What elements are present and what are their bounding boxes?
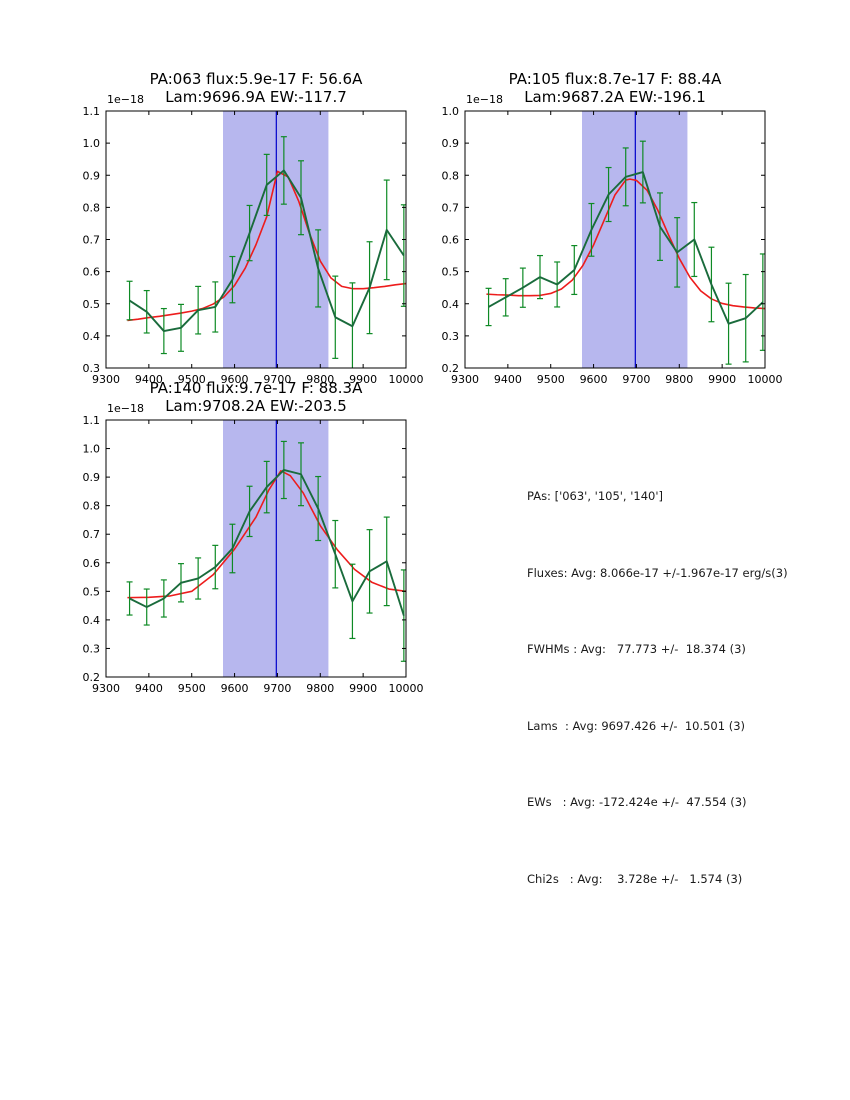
chart-title-line1: PA:063 flux:5.9e-17 F: 56.6A bbox=[150, 70, 363, 88]
y-tick-label: 1.0 bbox=[83, 137, 101, 150]
y-tick-label: 0.7 bbox=[83, 528, 101, 541]
y-offset-label: 1e−18 bbox=[107, 402, 144, 415]
stats-line-pas: PAs: ['063', '105', '140'] bbox=[527, 489, 664, 503]
y-tick-label: 1.0 bbox=[83, 443, 101, 456]
y-tick-label: 0.6 bbox=[83, 266, 101, 279]
y-tick-label: 0.7 bbox=[83, 234, 101, 247]
x-tick-label: 9400 bbox=[135, 682, 163, 695]
chart-title-line2: Lam:9696.9A EW:-117.7 bbox=[165, 88, 347, 106]
stats-line-ews: EWs : Avg: -172.424e +/- 47.554 (3) bbox=[527, 795, 747, 809]
y-tick-label: 0.3 bbox=[442, 330, 460, 343]
y-tick-label: 0.4 bbox=[442, 298, 460, 311]
x-tick-label: 9600 bbox=[221, 373, 249, 386]
x-tick-label: 9900 bbox=[708, 373, 736, 386]
stats-line-fluxes: Fluxes: Avg: 8.066e-17 +/-1.967e-17 erg/… bbox=[527, 565, 788, 580]
x-tick-label: 9700 bbox=[263, 682, 291, 695]
x-tick-label: 10000 bbox=[389, 373, 424, 386]
plot-area bbox=[485, 111, 765, 368]
y-tick-label: 0.6 bbox=[83, 557, 101, 570]
x-tick-label: 9300 bbox=[451, 373, 479, 386]
axes-frame bbox=[105, 419, 407, 678]
x-tick-label: 9400 bbox=[135, 373, 163, 386]
x-tick-label: 10000 bbox=[389, 682, 424, 695]
x-tick-label: 10000 bbox=[748, 373, 783, 386]
chart-title-line2: Lam:9687.2A EW:-196.1 bbox=[524, 88, 706, 106]
x-tick-label: 9500 bbox=[178, 682, 206, 695]
plot-area bbox=[126, 111, 406, 368]
y-tick-label: 0.3 bbox=[83, 362, 101, 375]
fit-curve-line bbox=[486, 178, 765, 310]
stats-line-fwhms: FWHMs : Avg: 77.773 +/- 18.374 (3) bbox=[527, 642, 746, 656]
y-offset-label: 1e−18 bbox=[466, 93, 503, 106]
data-series-line bbox=[129, 469, 405, 616]
x-tick-label: 9300 bbox=[92, 682, 120, 695]
chart-pa140: PA:140 flux:9.7e-17 F: 88.3A Lam:9708.2A… bbox=[83, 379, 424, 695]
x-tick-label: 9700 bbox=[622, 373, 650, 386]
chart-title-line1: PA:140 flux:9.7e-17 F: 88.3A bbox=[150, 379, 363, 397]
plot-group: 9300 9400 9500 9600 9700 9800 9900 10000 0.3 0.4 0… bbox=[83, 105, 424, 386]
x-tick-label: 9800 bbox=[665, 373, 693, 386]
x-tick-label: 9600 bbox=[221, 682, 249, 695]
y-tick-label: 0.7 bbox=[442, 201, 460, 214]
data-series-line bbox=[129, 169, 405, 333]
data-series-line bbox=[488, 171, 764, 325]
x-tick-label: 9800 bbox=[306, 682, 334, 695]
x-tick-label: 9700 bbox=[263, 373, 291, 386]
y-tick-label: 0.4 bbox=[83, 614, 101, 627]
y-tick-label: 0.5 bbox=[83, 585, 101, 598]
chart-pa105: PA:105 flux:8.7e-17 F: 88.4A Lam:9687.2A… bbox=[442, 70, 783, 386]
stats-line-chi2s: Chi2s : Avg: 3.728e +/- 1.574 (3) bbox=[527, 871, 743, 886]
y-tick-label: 0.9 bbox=[83, 471, 101, 484]
x-tick-label: 9500 bbox=[178, 373, 206, 386]
fit-curve-line bbox=[127, 470, 406, 599]
y-tick-label: 0.4 bbox=[83, 330, 101, 343]
x-tick-label: 9600 bbox=[580, 373, 608, 386]
y-tick-label: 0.5 bbox=[83, 298, 101, 311]
stats-line-lams: Lams : Avg: 9697.426 +/- 10.501 (3) bbox=[527, 718, 746, 733]
fit-curve-line bbox=[127, 170, 406, 322]
x-tick-label: 9400 bbox=[494, 373, 522, 386]
x-tick-label: 9900 bbox=[349, 682, 377, 695]
x-tick-label: 9500 bbox=[537, 373, 565, 386]
y-tick-label: 1.1 bbox=[83, 414, 101, 427]
plot-group: 9300 9400 9500 9600 9700 9800 9900 10000 0.2 0.3 0… bbox=[83, 414, 424, 695]
y-tick-label: 0.2 bbox=[442, 362, 460, 375]
x-tick-label: 9900 bbox=[349, 373, 377, 386]
chart-pa063: PA:063 flux:5.9e-17 F: 56.6A Lam:9696.9A… bbox=[83, 70, 424, 386]
y-tick-label: 1.0 bbox=[442, 105, 460, 118]
x-tick-label: 9800 bbox=[306, 373, 334, 386]
y-offset-label: 1e−18 bbox=[107, 93, 144, 106]
y-tick-label: 0.8 bbox=[83, 500, 101, 513]
y-tick-label: 0.9 bbox=[83, 169, 101, 182]
y-tick-label: 0.9 bbox=[442, 137, 460, 150]
y-tick-label: 0.8 bbox=[442, 169, 460, 182]
chart-title-line2: Lam:9708.2A EW:-203.5 bbox=[165, 397, 347, 415]
y-tick-label: 0.6 bbox=[442, 234, 460, 247]
summary-stats-panel: PAs: ['063', '105', '140'] Fluxes: Avg: … bbox=[527, 433, 788, 943]
x-tick-label: 9300 bbox=[92, 373, 120, 386]
error-bar bbox=[485, 287, 492, 327]
y-tick-label: 0.5 bbox=[442, 266, 460, 279]
y-tick-label: 1.1 bbox=[83, 105, 101, 118]
chart-title-line1: PA:105 flux:8.7e-17 F: 88.4A bbox=[509, 70, 722, 88]
plot-group: 9300 9400 9500 9600 9700 9800 9900 10000 0.2 0.3 0… bbox=[442, 105, 783, 386]
y-tick-label: 0.8 bbox=[83, 201, 101, 214]
y-tick-label: 0.2 bbox=[83, 671, 101, 684]
plot-area bbox=[126, 420, 406, 677]
y-tick-label: 0.3 bbox=[83, 642, 101, 655]
